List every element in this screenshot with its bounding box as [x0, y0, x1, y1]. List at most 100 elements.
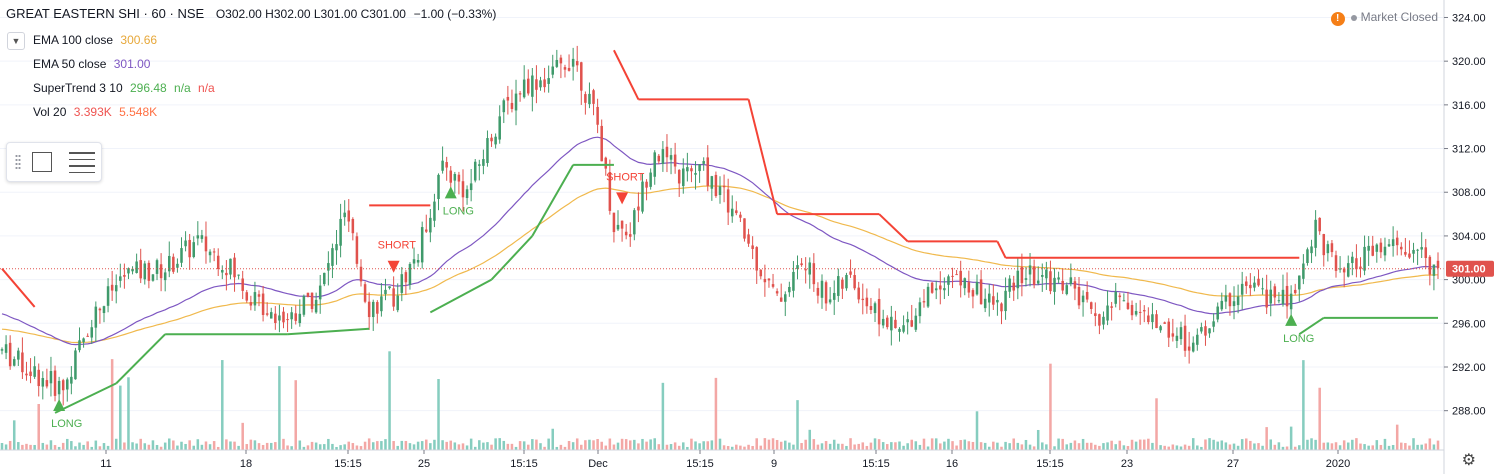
candle-body[interactable] [673, 154, 677, 167]
candle-body[interactable] [184, 240, 187, 247]
candle-body[interactable] [119, 276, 122, 281]
candle-body[interactable] [832, 292, 836, 300]
candle-body[interactable] [212, 251, 216, 253]
candle-body[interactable] [775, 291, 779, 294]
candle-body[interactable] [522, 79, 526, 98]
candle-body[interactable] [420, 227, 424, 263]
gear-icon[interactable]: ⚙ [1461, 452, 1476, 469]
candle-body[interactable] [690, 168, 693, 172]
indicator-volume[interactable]: Vol 20 3.393K 5.548K [33, 105, 157, 119]
candle-body[interactable] [620, 220, 624, 229]
candle-body[interactable] [1379, 242, 1383, 253]
candle-body[interactable] [86, 335, 89, 337]
candle-body[interactable] [204, 236, 208, 252]
candle-body[interactable] [498, 116, 501, 140]
candle-body[interactable] [934, 288, 938, 291]
candle-body[interactable] [1008, 278, 1011, 292]
candle-body[interactable] [323, 272, 326, 285]
candle-body[interactable] [1428, 256, 1432, 275]
candle-body[interactable] [1000, 303, 1003, 312]
candle-body[interactable] [869, 306, 873, 310]
candle-body[interactable] [396, 295, 399, 311]
candle-body[interactable] [404, 272, 408, 283]
candle-body[interactable] [1416, 249, 1419, 251]
candle-body[interactable] [416, 260, 420, 263]
candle-body[interactable] [841, 279, 844, 289]
candle-body[interactable] [294, 313, 297, 321]
candle-body[interactable] [1420, 247, 1423, 250]
candle-body[interactable] [1143, 310, 1146, 312]
candle-body[interactable] [408, 263, 412, 285]
candle-body[interactable] [1102, 316, 1105, 325]
candle-body[interactable] [261, 293, 265, 315]
candle-body[interactable] [669, 155, 673, 160]
candle-body[interactable] [1310, 246, 1313, 254]
candle-body[interactable] [221, 270, 224, 273]
candle-body[interactable] [265, 313, 269, 315]
candle-body[interactable] [771, 284, 775, 287]
candle-body[interactable] [196, 235, 200, 239]
candle-body[interactable] [208, 251, 212, 256]
indicator-ema50[interactable]: EMA 50 close 301.00 [33, 57, 150, 71]
candle-body[interactable] [641, 181, 644, 212]
candle-body[interactable] [347, 210, 351, 222]
candle-body[interactable] [66, 379, 69, 390]
candle-body[interactable] [1281, 289, 1285, 305]
candle-body[interactable] [114, 285, 118, 292]
candle-body[interactable] [1391, 239, 1395, 247]
candle-body[interactable] [894, 319, 897, 329]
indicator-supertrend[interactable]: SuperTrend 3 10 296.48 n/a n/a [33, 81, 215, 95]
candle-body[interactable] [339, 218, 342, 246]
candle-body[interactable] [1408, 253, 1411, 258]
candle-body[interactable] [1395, 237, 1399, 246]
candle-body[interactable] [1049, 271, 1052, 292]
candle-body[interactable] [25, 373, 28, 376]
candle-body[interactable] [473, 161, 477, 181]
candle-body[interactable] [755, 247, 758, 271]
candle-body[interactable] [437, 174, 440, 200]
candle-body[interactable] [70, 376, 73, 384]
candle-body[interactable] [494, 136, 497, 145]
candle-body[interactable] [718, 186, 722, 196]
candle-body[interactable] [624, 231, 628, 236]
candle-body[interactable] [726, 189, 730, 213]
candle-body[interactable] [1359, 266, 1362, 269]
candle-body[interactable] [376, 302, 379, 314]
candle-body[interactable] [82, 338, 85, 343]
candle-body[interactable] [580, 62, 583, 91]
candle-body[interactable] [983, 298, 987, 309]
candle-body[interactable] [1077, 286, 1081, 306]
candle-body[interactable] [1351, 256, 1354, 264]
candle-body[interactable] [1110, 306, 1113, 308]
candle-body[interactable] [1334, 255, 1338, 271]
candle-body[interactable] [877, 298, 881, 325]
candle-body[interactable] [49, 371, 53, 384]
candle-body[interactable] [730, 208, 734, 217]
candle-body[interactable] [1028, 265, 1032, 275]
candle-body[interactable] [657, 155, 661, 162]
candle-body[interactable] [943, 288, 946, 291]
candle-body[interactable] [1253, 282, 1256, 288]
candle-body[interactable] [1318, 217, 1321, 232]
candle-body[interactable] [433, 201, 436, 221]
candle-body[interactable] [698, 164, 701, 172]
candle-body[interactable] [828, 299, 832, 303]
candle-body[interactable] [1412, 249, 1415, 254]
candle-body[interactable] [163, 272, 167, 281]
candle-body[interactable] [1187, 346, 1191, 351]
candle-body[interactable] [1204, 326, 1207, 336]
candle-body[interactable] [906, 319, 909, 323]
candle-body[interactable] [584, 94, 587, 103]
candle-body[interactable] [1163, 322, 1166, 324]
candlestick-series[interactable] [0, 45, 1440, 409]
candle-body[interactable] [1220, 300, 1224, 310]
candle-body[interactable] [335, 244, 338, 251]
candle-body[interactable] [506, 96, 510, 101]
candle-body[interactable] [575, 61, 579, 66]
candle-body[interactable] [1387, 244, 1391, 247]
candle-body[interactable] [1212, 321, 1215, 327]
candle-body[interactable] [1371, 245, 1374, 256]
candle-body[interactable] [947, 276, 950, 285]
candle-body[interactable] [1098, 314, 1101, 326]
candle-body[interactable] [547, 78, 550, 84]
